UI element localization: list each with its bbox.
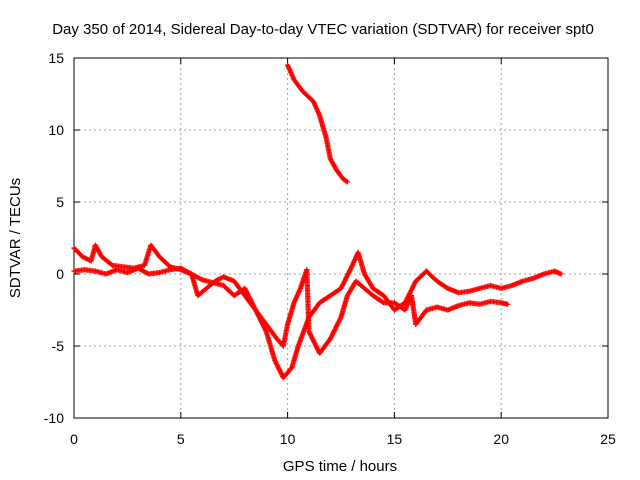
x-tick-label: 15 (387, 431, 403, 447)
series-track-3 (285, 62, 351, 185)
y-tick-label: 10 (48, 122, 64, 138)
data-point (558, 271, 564, 277)
plot-frame (73, 57, 609, 419)
y-tick-label: 0 (56, 266, 64, 282)
data-point (343, 178, 349, 184)
x-tick-label: 25 (600, 431, 616, 447)
y-tick-label: -5 (52, 338, 65, 354)
grid (74, 58, 608, 418)
x-tick-label: 20 (493, 431, 509, 447)
y-tick-label: -10 (44, 410, 64, 426)
y-tick-label: 15 (48, 50, 64, 66)
y-tick-label: 5 (56, 194, 64, 210)
series-track-1 (71, 242, 564, 381)
data-point (344, 179, 351, 185)
x-tick-label: 5 (177, 431, 185, 447)
y-axis-label: SDTVAR / TECUs (7, 178, 24, 298)
data-marks (71, 62, 564, 381)
chart-title: Day 350 of 2014, Sidereal Day-to-day VTE… (52, 21, 594, 38)
x-tick-label: 10 (280, 431, 296, 447)
series-track-2 (71, 265, 511, 356)
x-tick-label: 0 (70, 431, 78, 447)
axes-ticks: 0 5 10 15 20 25 -10 -5 0 5 10 15 (44, 50, 616, 447)
x-axis-label: GPS time / hours (283, 458, 397, 475)
data-point (505, 301, 511, 307)
